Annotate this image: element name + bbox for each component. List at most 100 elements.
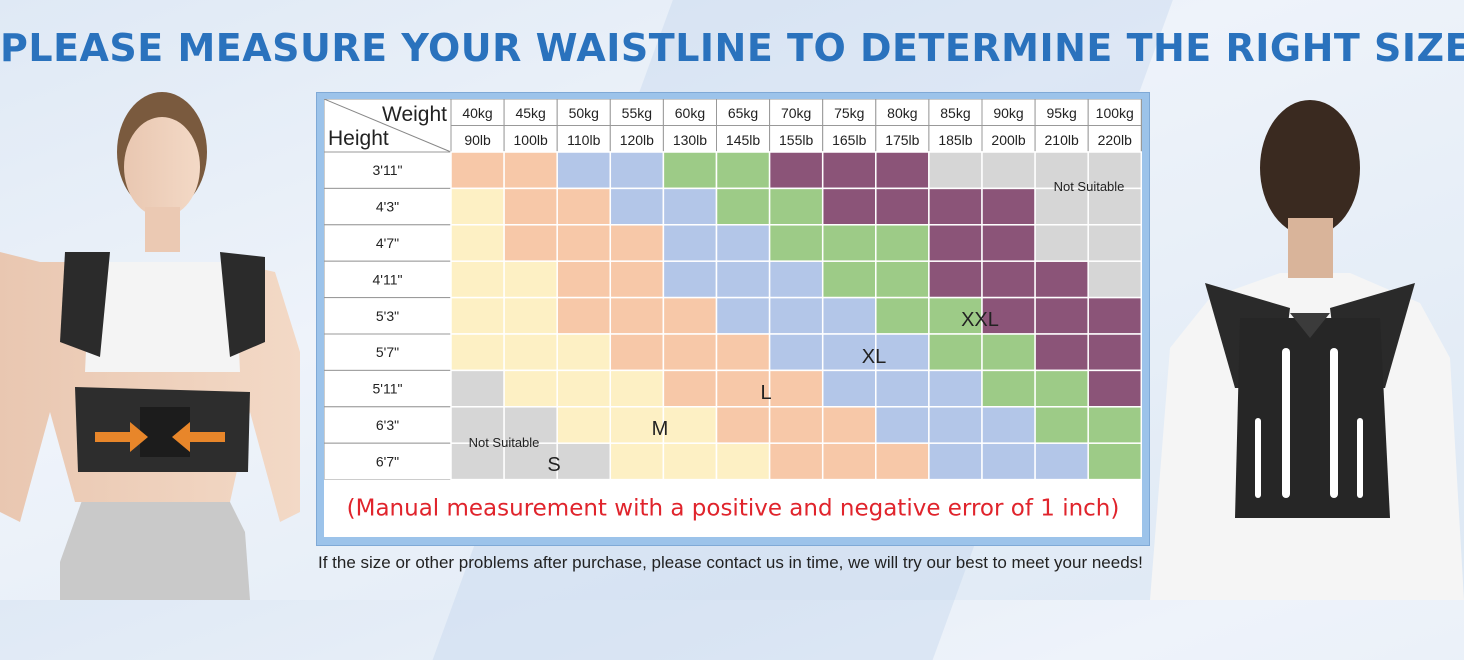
size-cell-s <box>503 369 558 408</box>
size-cell-m <box>821 442 877 481</box>
size-cell-l <box>821 296 877 335</box>
size-cell-s <box>450 333 505 372</box>
size-cell-xxl <box>928 260 983 299</box>
size-cell-xxl <box>1034 296 1089 335</box>
size-cell-xxl <box>1034 260 1089 299</box>
size-label-m: M <box>652 418 669 440</box>
size-cell-s <box>556 369 612 408</box>
size-cell-l <box>768 260 824 299</box>
size-cell-xxl <box>875 151 930 190</box>
size-cell-na <box>1087 187 1143 226</box>
size-cell-m <box>556 224 612 262</box>
size-cell-m <box>556 296 612 335</box>
size-cell-m <box>609 224 665 262</box>
size-cell-xl <box>875 260 930 299</box>
size-cell-na <box>1034 151 1089 190</box>
size-cell-s <box>503 296 558 335</box>
size-cell-xxl <box>981 224 1036 262</box>
size-cell-na <box>1087 224 1143 262</box>
size-cell-xxl <box>768 151 824 190</box>
weight-kg-cell <box>556 98 611 126</box>
height-label: 4'3" <box>376 199 399 215</box>
size-cell-xl <box>981 369 1036 408</box>
size-cell-m <box>821 406 877 444</box>
height-label: 5'7" <box>376 344 399 360</box>
weight-kg-cell <box>928 98 983 126</box>
size-cell-l <box>768 333 824 372</box>
size-cell-xxl <box>928 224 983 262</box>
size-cell-l <box>821 369 877 408</box>
size-cell-m <box>768 369 824 408</box>
weight-kg-cell <box>503 98 558 126</box>
size-cell-xxl <box>821 151 877 190</box>
size-cell-xl <box>1034 369 1089 408</box>
weight-lb-label: 100lb <box>514 132 548 148</box>
size-cell-xl <box>1034 406 1089 444</box>
size-cell-m <box>662 333 718 372</box>
size-cell-s <box>450 224 505 262</box>
size-cell-xl <box>662 151 718 190</box>
size-cell-l <box>928 442 983 481</box>
size-cell-s <box>662 406 718 444</box>
size-cell-l <box>715 260 771 299</box>
size-cell-m <box>715 333 771 372</box>
weight-kg-label: 65kg <box>728 105 758 121</box>
height-label: 6'7" <box>376 453 399 469</box>
size-cell-xl <box>1087 406 1143 444</box>
size-cell-na <box>928 151 983 190</box>
size-cell-s <box>609 369 665 408</box>
weight-kg-label: 80kg <box>887 105 917 121</box>
size-label-l: L <box>760 382 771 404</box>
weight-lb-label: 110lb <box>567 132 600 148</box>
weight-kg-label: 50kg <box>569 105 599 121</box>
weight-lb-label: 165lb <box>832 132 866 148</box>
weight-kg-label: 55kg <box>622 105 652 121</box>
size-cell-xxl <box>981 296 1036 335</box>
weight-kg-label: 45kg <box>515 105 545 121</box>
size-cell-s <box>609 442 665 481</box>
size-cell-l <box>875 369 930 408</box>
size-cell-m <box>768 406 824 444</box>
size-cell-na <box>981 151 1036 190</box>
weight-kg-cell <box>716 98 771 126</box>
size-cell-l <box>821 333 877 372</box>
height-cell <box>323 369 452 408</box>
weight-lb-cell <box>822 125 877 153</box>
weight-kg-label: 95kg <box>1046 105 1076 121</box>
height-cell <box>323 442 452 481</box>
size-cell-na <box>503 442 558 481</box>
size-cell-m <box>768 442 824 481</box>
weight-lb-label: 90lb <box>464 132 491 148</box>
size-cell-s <box>450 187 505 226</box>
size-cell-m <box>609 333 665 372</box>
height-label: 6'3" <box>376 417 399 433</box>
height-cell <box>323 260 452 299</box>
size-cell-l <box>556 151 612 190</box>
not-suitable-top: Not Suitable <box>1054 179 1125 194</box>
weight-lb-cell <box>450 125 505 153</box>
size-cell-l <box>715 296 771 335</box>
weight-kg-label: 40kg <box>462 105 492 121</box>
height-label: 5'3" <box>376 308 399 324</box>
man-back-view-photo <box>1150 100 1464 600</box>
size-cell-m <box>609 296 665 335</box>
woman-wearing-brace-photo <box>0 92 300 600</box>
size-cell-xxl <box>1087 296 1143 335</box>
size-cell-na <box>450 369 505 408</box>
size-cell-m <box>503 187 558 226</box>
size-cell-m <box>556 260 612 299</box>
size-cell-xl <box>821 224 877 262</box>
size-cell-l <box>928 406 983 444</box>
size-cell-xl <box>1087 442 1143 481</box>
size-cell-s <box>503 260 558 299</box>
weight-lb-label: 130lb <box>673 132 707 148</box>
size-cell-s <box>662 442 718 481</box>
footer-band <box>324 479 1142 537</box>
size-cell-xxl <box>981 260 1036 299</box>
size-cell-l <box>875 406 930 444</box>
size-cell-s <box>503 333 558 372</box>
height-label: 4'11" <box>373 271 403 287</box>
size-cell-m <box>875 442 930 481</box>
size-cell-l <box>662 224 718 262</box>
